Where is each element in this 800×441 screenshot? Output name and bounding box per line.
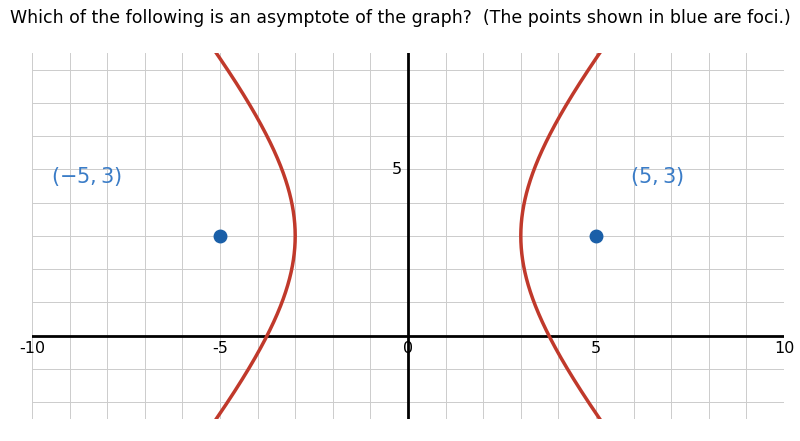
Text: Which of the following is an asymptote of the graph?  (The points shown in blue : Which of the following is an asymptote o… [10, 9, 790, 27]
Text: 10: 10 [774, 341, 794, 356]
Text: -10: -10 [19, 341, 45, 356]
Text: $(-5, 3)$: $(-5, 3)$ [51, 164, 122, 188]
Text: 0: 0 [403, 341, 413, 356]
Text: $(5, 3)$: $(5, 3)$ [630, 164, 684, 188]
Text: 5: 5 [392, 162, 402, 177]
Text: -5: -5 [212, 341, 228, 356]
Text: 5: 5 [591, 341, 601, 356]
